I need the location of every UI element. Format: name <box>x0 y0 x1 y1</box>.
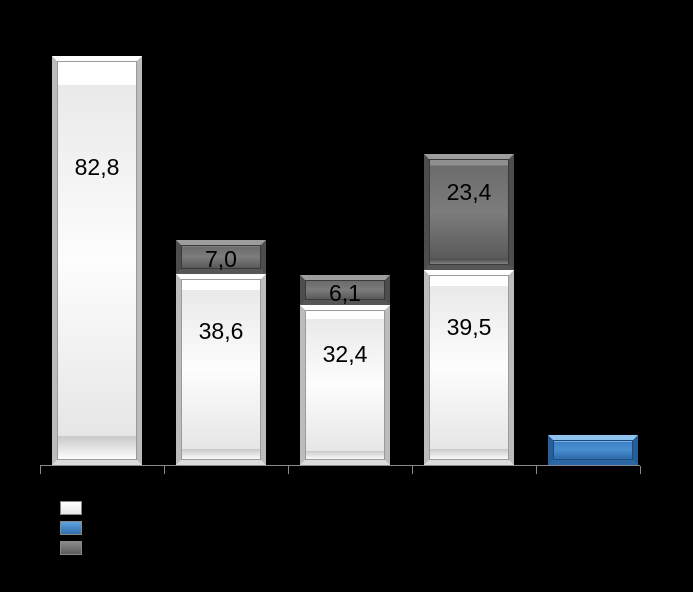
bar-segment-dark: 23,4 <box>424 154 514 270</box>
legend-item-dark <box>60 538 290 558</box>
x-axis-tick <box>640 466 641 474</box>
bar-segment-light: 32,4 <box>300 305 390 465</box>
bar-segment-blue <box>548 435 638 465</box>
legend-label <box>90 521 290 535</box>
legend <box>60 498 290 558</box>
chart-area: 82,8 38,6 7,0 32,4 6,1 39,5 23,4 <box>0 0 693 592</box>
legend-swatch-blue <box>60 521 82 535</box>
bar-segment-label: 38,6 <box>181 318 261 345</box>
legend-swatch-light <box>60 501 82 515</box>
bar-segment-label: 32,4 <box>305 341 385 368</box>
legend-label <box>90 501 290 515</box>
bar-segment-dark: 6,1 <box>300 275 390 305</box>
bar-segment-label: 23,4 <box>429 179 509 206</box>
x-axis-tick <box>288 466 289 474</box>
x-axis-tick <box>164 466 165 474</box>
bar-segment-label: 82,8 <box>57 154 137 181</box>
bar-segment-label: 39,5 <box>429 314 509 341</box>
bar-segment-dark: 7,0 <box>176 240 266 275</box>
legend-swatch-dark <box>60 541 82 555</box>
legend-item-blue <box>60 518 290 538</box>
bar-segment-light: 82,8 <box>52 56 142 465</box>
x-axis-tick <box>40 466 41 474</box>
bar-segment-label: 6,1 <box>305 280 385 307</box>
bar-segment-light: 39,5 <box>424 270 514 465</box>
legend-item-light <box>60 498 290 518</box>
bar-segment-light: 38,6 <box>176 274 266 465</box>
x-axis-tick <box>536 466 537 474</box>
plot-area: 82,8 38,6 7,0 32,4 6,1 39,5 23,4 <box>40 20 640 466</box>
bar-segment-label: 7,0 <box>181 246 261 273</box>
x-axis-tick <box>412 466 413 474</box>
legend-label <box>90 541 290 555</box>
